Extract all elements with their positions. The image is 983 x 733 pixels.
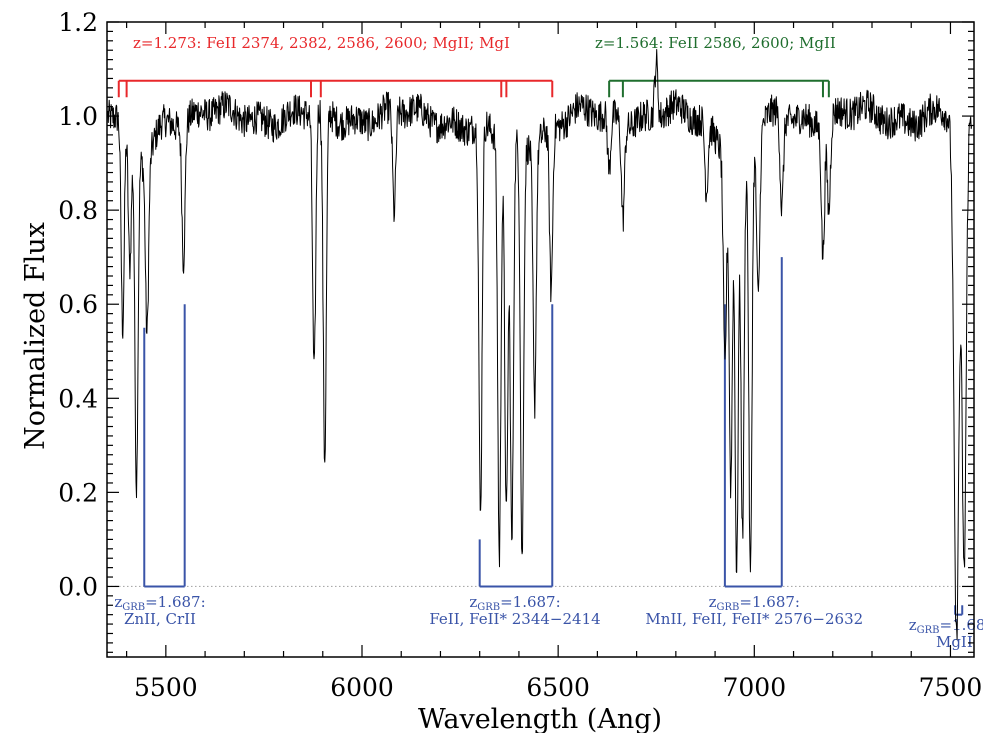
y-tick-label: 0.2 (58, 478, 98, 507)
x-tick-label: 5500 (134, 673, 198, 702)
grb-label-redshift: =1.687: (739, 593, 800, 611)
axes-layer: 5500 6000 6500 7000 7500 0.0 0.2 0.4 0.6 0.8 1.0 1.… (58, 8, 982, 702)
grb-label-z: z (469, 593, 477, 611)
y-tick-label: 1.2 (58, 8, 98, 37)
x-axis-title: Wavelength (Ang) (418, 704, 662, 733)
red-system-label: z=1.273: FeII 2374, 2382, 2586, 2600; Mg… (133, 34, 510, 52)
grb-label-redshift: =1.687: (939, 616, 983, 634)
y-tick-label: 0.6 (58, 290, 98, 319)
grb-system-label-line2: ZnII, CrII (124, 610, 196, 628)
x-tick-label: 6000 (330, 673, 394, 702)
spectrum-layer (107, 49, 973, 641)
grb-system-label-line2: MnII, FeII, FeII* 2576−2632 (645, 610, 863, 628)
grb-label-subscript: GRB (477, 602, 500, 613)
grb-label-subscript: GRB (917, 625, 940, 636)
grb-system-label-line1: zGRB=1.687: (709, 593, 800, 613)
x-tick-label: 6500 (526, 673, 590, 702)
y-tick-label: 0.8 (58, 196, 98, 225)
grb-label-z: z (114, 593, 122, 611)
grb-label-subscript: GRB (717, 602, 740, 613)
grb-system-label-line1: zGRB=1.687: (469, 593, 560, 613)
y-tick-label: 0.4 (58, 384, 98, 413)
plot-frame (106, 21, 975, 658)
y-tick-label: 1.0 (58, 102, 98, 131)
y-tick-label: 0.0 (58, 572, 98, 601)
grb-system-label-line2: MgII (936, 633, 973, 651)
spectrum-line (107, 49, 973, 641)
grb-label-subscript: GRB (122, 602, 145, 613)
grb-system-label-line1: zGRB=1.687: (909, 616, 983, 636)
grb-system-label-line2: FeII, FeII* 2344−2414 (429, 610, 600, 628)
green-system-label: z=1.564: FeII 2586, 2600; MgII (595, 34, 836, 52)
grb-label-z: z (909, 616, 917, 634)
grb-label-redshift: =1.687: (500, 593, 561, 611)
annotation-layer: z=1.273: FeII 2374, 2382, 2586, 2600; Mg… (114, 34, 983, 651)
x-tick-label: 7500 (919, 673, 983, 702)
x-tick-label: 7000 (722, 673, 786, 702)
grb-system-label-line1: zGRB=1.687: (114, 593, 205, 613)
y-axis-title: Normalized Flux (20, 222, 51, 450)
grb-label-redshift: =1.687: (145, 593, 206, 611)
grb-label-z: z (709, 593, 717, 611)
